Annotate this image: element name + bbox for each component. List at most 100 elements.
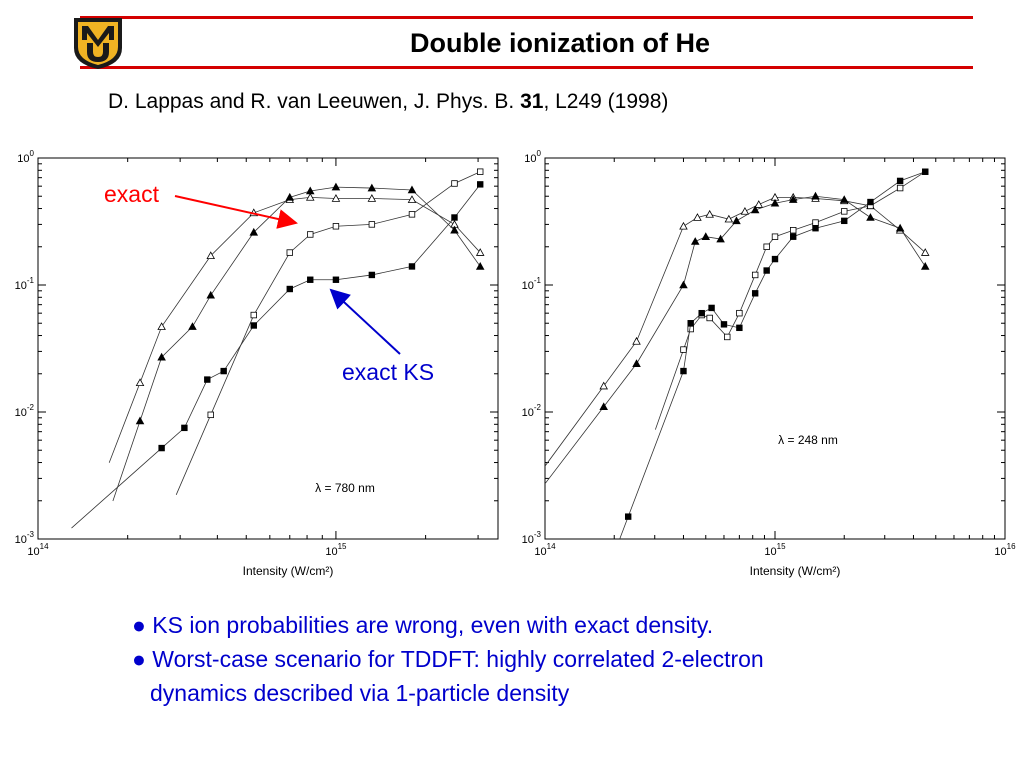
data-point-triangle	[135, 378, 145, 387]
series-filled-square	[619, 168, 929, 539]
series-line	[112, 186, 481, 502]
wavelength-annotation: λ = 780 nm	[315, 481, 375, 495]
data-point-square	[368, 271, 376, 279]
series-line	[175, 171, 481, 495]
plot-frame	[544, 157, 1006, 540]
data-point-square	[751, 290, 759, 297]
data-point-square	[250, 322, 257, 329]
data-point-triangle	[157, 352, 166, 361]
data-point-square	[736, 309, 743, 317]
data-point-square	[687, 320, 694, 327]
data-point-triangle	[920, 262, 930, 270]
x-tick-label: 1014	[27, 542, 49, 558]
data-point-square	[751, 271, 759, 279]
data-point-triangle	[407, 195, 417, 203]
series-line	[108, 196, 481, 463]
x-tick-label: 1015	[325, 542, 347, 558]
bullet-item-1: ● KS ion probabilities are wrong, even w…	[132, 612, 714, 638]
data-point-triangle	[693, 213, 702, 221]
data-point-triangle	[367, 194, 377, 202]
data-point-triangle	[770, 198, 780, 207]
data-point-triangle	[788, 195, 798, 203]
data-point-square	[706, 314, 713, 322]
data-point-square	[790, 233, 797, 240]
data-point-triangle	[450, 225, 459, 234]
data-point-square	[771, 233, 779, 240]
data-point-square	[204, 376, 211, 383]
data-point-triangle	[331, 182, 341, 191]
data-point-triangle	[740, 206, 750, 215]
data-point-triangle	[305, 192, 315, 201]
bullet-list: ● KS ion probabilities are wrong, even w…	[132, 608, 764, 710]
x-tick-label: 1014	[534, 542, 556, 558]
data-point-triangle	[599, 381, 608, 390]
data-point-square	[841, 208, 848, 215]
data-point-triangle	[475, 262, 485, 270]
data-point-triangle	[285, 192, 295, 201]
data-point-triangle	[750, 205, 760, 214]
data-point-square	[790, 227, 797, 234]
data-point-triangle	[188, 322, 197, 330]
y-tick-label: 100	[524, 149, 541, 165]
top-red-rule	[80, 16, 973, 19]
y-tick-label: 10-3	[522, 530, 542, 546]
data-point-triangle	[701, 232, 711, 240]
data-point-square	[698, 309, 705, 317]
data-point-triangle	[754, 200, 764, 208]
data-point-triangle	[599, 402, 608, 411]
series-line	[71, 184, 481, 529]
data-point-triangle	[866, 213, 875, 221]
series-line	[545, 195, 926, 485]
data-point-triangle	[920, 248, 930, 256]
y-tick-label: 10-1	[522, 276, 542, 292]
data-point-square	[720, 321, 728, 328]
data-point-square	[451, 214, 458, 221]
series-line	[654, 171, 926, 430]
data-point-triangle	[407, 185, 417, 194]
data-point-square	[368, 221, 376, 228]
university-logo	[74, 18, 122, 69]
data-point-triangle	[716, 234, 725, 243]
data-point-square	[624, 513, 632, 520]
data-point-triangle	[157, 322, 166, 330]
x-tick-label: 1015	[764, 542, 786, 558]
data-point-square	[763, 243, 770, 250]
data-point-square	[250, 311, 257, 319]
data-point-square	[158, 444, 165, 452]
bullet-item-2-continued: dynamics described via 1-particle densit…	[150, 680, 570, 706]
data-point-square	[477, 181, 484, 188]
data-point-square	[286, 249, 293, 256]
bottom-red-rule	[80, 66, 973, 69]
exact-ks-arrow	[329, 288, 401, 355]
data-point-square	[812, 225, 819, 232]
data-point-triangle	[632, 359, 641, 367]
data-point-triangle	[206, 251, 216, 260]
data-point-square	[812, 219, 819, 226]
data-point-square	[867, 198, 874, 206]
citation-volume: 31	[520, 90, 544, 113]
series-filled-square	[71, 181, 484, 529]
bullet-item-2: ● Worst-case scenario for TDDFT: highly …	[132, 646, 764, 672]
data-point-square	[207, 411, 214, 419]
data-point-square	[763, 267, 770, 274]
x-axis-label: Intensity (W/cm²)	[750, 564, 841, 578]
data-point-square	[332, 223, 340, 230]
data-point-square	[841, 217, 848, 225]
series-open-square	[654, 168, 929, 430]
data-point-square	[771, 255, 779, 263]
data-point-square	[896, 184, 904, 192]
x-tick-label: 1016	[994, 542, 1016, 558]
y-tick-label: 10-3	[15, 530, 35, 546]
data-point-square	[724, 333, 731, 341]
data-point-triangle	[839, 195, 849, 203]
series-filled-triangle	[545, 191, 930, 485]
data-point-square	[451, 180, 458, 187]
data-point-triangle	[475, 248, 485, 256]
data-point-triangle	[811, 191, 820, 200]
data-point-square	[896, 177, 904, 185]
data-point-square	[680, 346, 687, 353]
data-point-triangle	[632, 336, 641, 345]
data-point-square	[408, 263, 416, 270]
